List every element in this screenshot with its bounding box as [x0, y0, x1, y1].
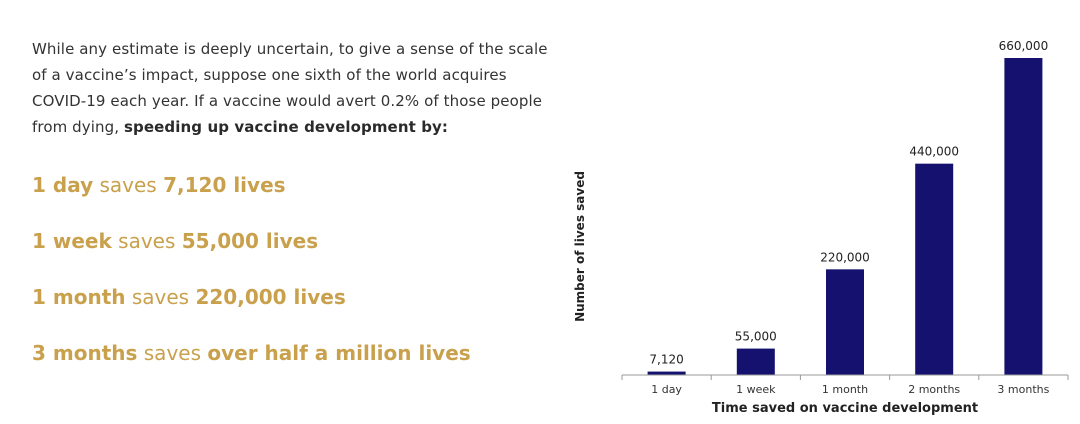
saving-verb: saves: [143, 341, 202, 365]
intro-bold-text: speeding up vaccine development by:: [124, 118, 449, 136]
data-label: 220,000: [820, 250, 870, 264]
data-label: 55,000: [735, 330, 777, 344]
saving-period: 1 month: [32, 285, 126, 309]
data-label: 440,000: [909, 145, 959, 159]
bars-group: [647, 58, 1043, 375]
saving-line-month: 1 month saves 220,000 lives: [32, 282, 346, 312]
saving-amount: 55,000 lives: [181, 229, 319, 253]
bar-1-month: [826, 269, 864, 375]
intro-text: While any estimate is deeply uncertain, …: [32, 40, 548, 136]
saving-verb: saves: [131, 285, 190, 309]
saving-line-three-months: 3 months saves over half a million lives: [32, 338, 471, 368]
data-label: 660,000: [999, 39, 1049, 53]
bar-2-months: [915, 163, 954, 375]
bar-1-week: [736, 348, 775, 375]
saving-period: 1 week: [32, 229, 112, 253]
saving-line-day: 1 day saves 7,120 lives: [32, 170, 286, 200]
saving-period: 3 months: [32, 341, 138, 365]
saving-amount: 7,120 lives: [163, 173, 286, 197]
x-tick-label: 3 months: [997, 383, 1049, 396]
saving-amount: over half a million lives: [207, 341, 471, 365]
x-tick-label: 2 months: [908, 383, 960, 396]
x-tick-label: 1 day: [651, 383, 682, 396]
saving-line-week: 1 week saves 55,000 lives: [32, 226, 318, 256]
intro-paragraph: While any estimate is deeply uncertain, …: [32, 36, 552, 140]
x-ticks-group: 1 day 1 week 1 month 2 months 3 months: [621, 375, 1069, 396]
saving-verb: saves: [99, 173, 157, 197]
value-labels-group: 7,120 55,000 220,000 440,000 660,000: [649, 39, 1048, 367]
bar-3-months: [1004, 58, 1043, 375]
x-axis-label: Time saved on vaccine development: [712, 401, 978, 416]
saving-period: 1 day: [32, 173, 94, 197]
bar-1-day: [647, 371, 686, 375]
saving-verb: saves: [118, 229, 176, 253]
x-tick-label: 1 month: [822, 383, 868, 396]
x-tick-label: 1 week: [736, 383, 776, 396]
saving-amount: 220,000 lives: [195, 285, 346, 309]
data-label: 7,120: [649, 353, 683, 367]
y-axis-label: Number of lives saved: [573, 171, 587, 322]
